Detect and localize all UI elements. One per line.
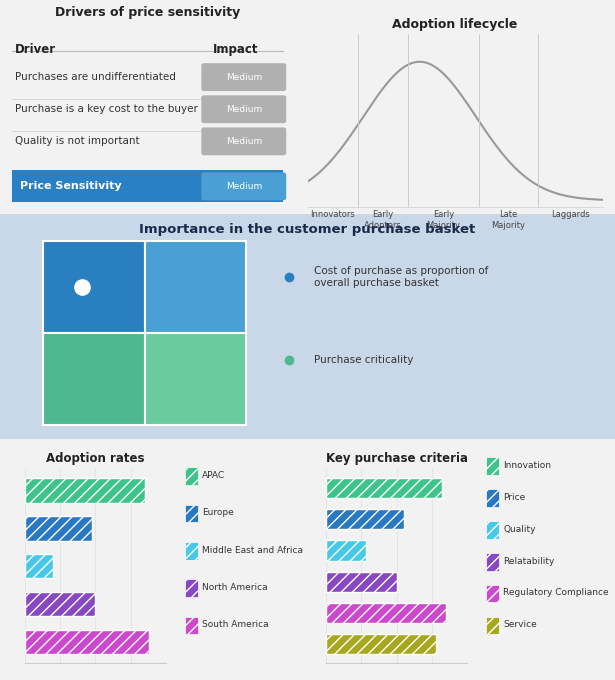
Text: Medium: Medium	[226, 137, 262, 146]
Bar	[326, 509, 403, 530]
Bar	[326, 572, 397, 592]
Text: Quality: Quality	[503, 524, 536, 534]
FancyBboxPatch shape	[145, 241, 246, 333]
Bar	[326, 478, 442, 498]
Text: Middle East and Africa: Middle East and Africa	[202, 545, 303, 555]
Text: Purchase is a key cost to the buyer: Purchase is a key cost to the buyer	[15, 104, 197, 114]
FancyBboxPatch shape	[201, 173, 286, 201]
FancyBboxPatch shape	[12, 170, 284, 203]
FancyBboxPatch shape	[43, 241, 145, 333]
Text: Europe: Europe	[202, 508, 234, 517]
Text: Impact: Impact	[213, 43, 258, 56]
Text: APAC: APAC	[202, 471, 225, 480]
Bar	[25, 516, 92, 541]
Text: Price: Price	[503, 492, 525, 502]
Text: Drivers of price sensitivity: Drivers of price sensitivity	[55, 6, 240, 20]
Title: Adoption rates: Adoption rates	[46, 452, 145, 465]
Text: North America: North America	[202, 583, 268, 592]
Title: Adoption lifecycle: Adoption lifecycle	[392, 18, 518, 31]
Bar	[25, 592, 95, 616]
Text: Price Sensitivity: Price Sensitivity	[20, 182, 122, 191]
Text: Regulatory Compliance: Regulatory Compliance	[503, 588, 609, 598]
Text: Purchases are undifferentiated: Purchases are undifferentiated	[15, 72, 175, 82]
Text: Importance in the customer purchase basket: Importance in the customer purchase bask…	[140, 223, 475, 236]
FancyBboxPatch shape	[201, 95, 286, 123]
Text: Medium: Medium	[226, 73, 262, 82]
Text: Driver: Driver	[15, 43, 56, 56]
Text: Relatability: Relatability	[503, 556, 555, 566]
Text: Innovation: Innovation	[503, 460, 551, 470]
FancyBboxPatch shape	[201, 63, 286, 91]
Text: Medium: Medium	[226, 105, 262, 114]
Text: Medium: Medium	[226, 182, 262, 191]
Bar	[326, 541, 365, 560]
FancyBboxPatch shape	[43, 333, 145, 425]
Text: Quality is not important: Quality is not important	[15, 137, 139, 146]
Bar	[25, 554, 53, 579]
Text: South America: South America	[202, 620, 268, 630]
Bar	[25, 478, 145, 503]
Bar	[25, 630, 149, 654]
Text: Cost of purchase as proportion of
overall purchase basket: Cost of purchase as proportion of overal…	[314, 267, 488, 288]
FancyBboxPatch shape	[145, 333, 246, 425]
Bar	[326, 634, 436, 654]
Text: Service: Service	[503, 620, 537, 630]
Title: Key purchase criteria: Key purchase criteria	[326, 452, 467, 465]
FancyBboxPatch shape	[201, 127, 286, 155]
Bar	[326, 602, 446, 623]
Text: Purchase criticality: Purchase criticality	[314, 355, 413, 365]
